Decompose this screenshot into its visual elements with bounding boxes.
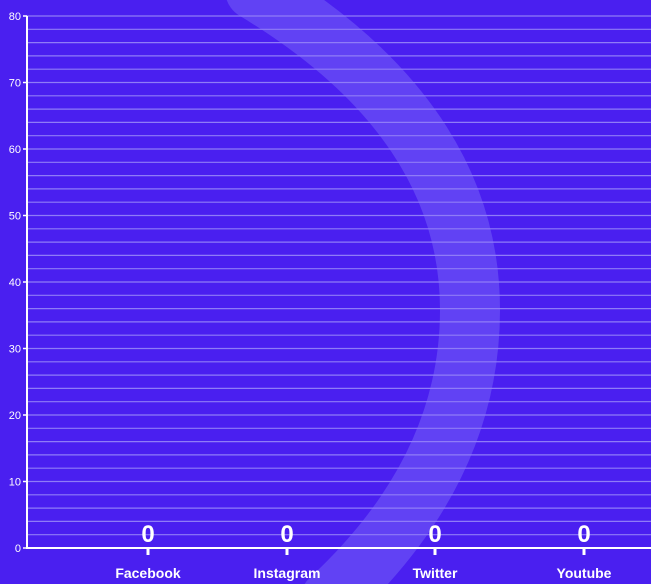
x-axis-ticks: Facebook Instagram Twitter Youtube <box>115 548 612 581</box>
background-arc-decoration <box>226 0 501 584</box>
y-tick-label: 50 <box>9 211 21 223</box>
y-tick-label: 80 <box>9 11 21 23</box>
x-tick-label-facebook: Facebook <box>115 565 181 581</box>
data-label-twitter: 0 <box>428 521 441 548</box>
y-tick-label: 20 <box>9 410 21 422</box>
y-tick-label: 0 <box>15 543 21 555</box>
data-label-youtube: 0 <box>577 521 590 548</box>
data-labels: 0 0 0 0 <box>141 521 590 548</box>
x-tick-label-twitter: Twitter <box>413 565 458 581</box>
gridlines <box>27 15 651 536</box>
x-tick-label-instagram: Instagram <box>254 565 321 581</box>
data-label-facebook: 0 <box>141 521 154 548</box>
y-tick-label: 60 <box>9 144 21 156</box>
x-tick-label-youtube: Youtube <box>557 565 612 581</box>
data-label-instagram: 0 <box>280 521 293 548</box>
y-tick-label: 40 <box>9 277 21 289</box>
y-tick-label: 70 <box>9 78 21 90</box>
y-tick-label: 30 <box>9 344 21 356</box>
decor-arc <box>226 0 501 584</box>
y-axis-ticks: 0 10 20 30 40 50 60 70 80 <box>9 11 27 555</box>
y-tick-label: 10 <box>9 477 21 489</box>
